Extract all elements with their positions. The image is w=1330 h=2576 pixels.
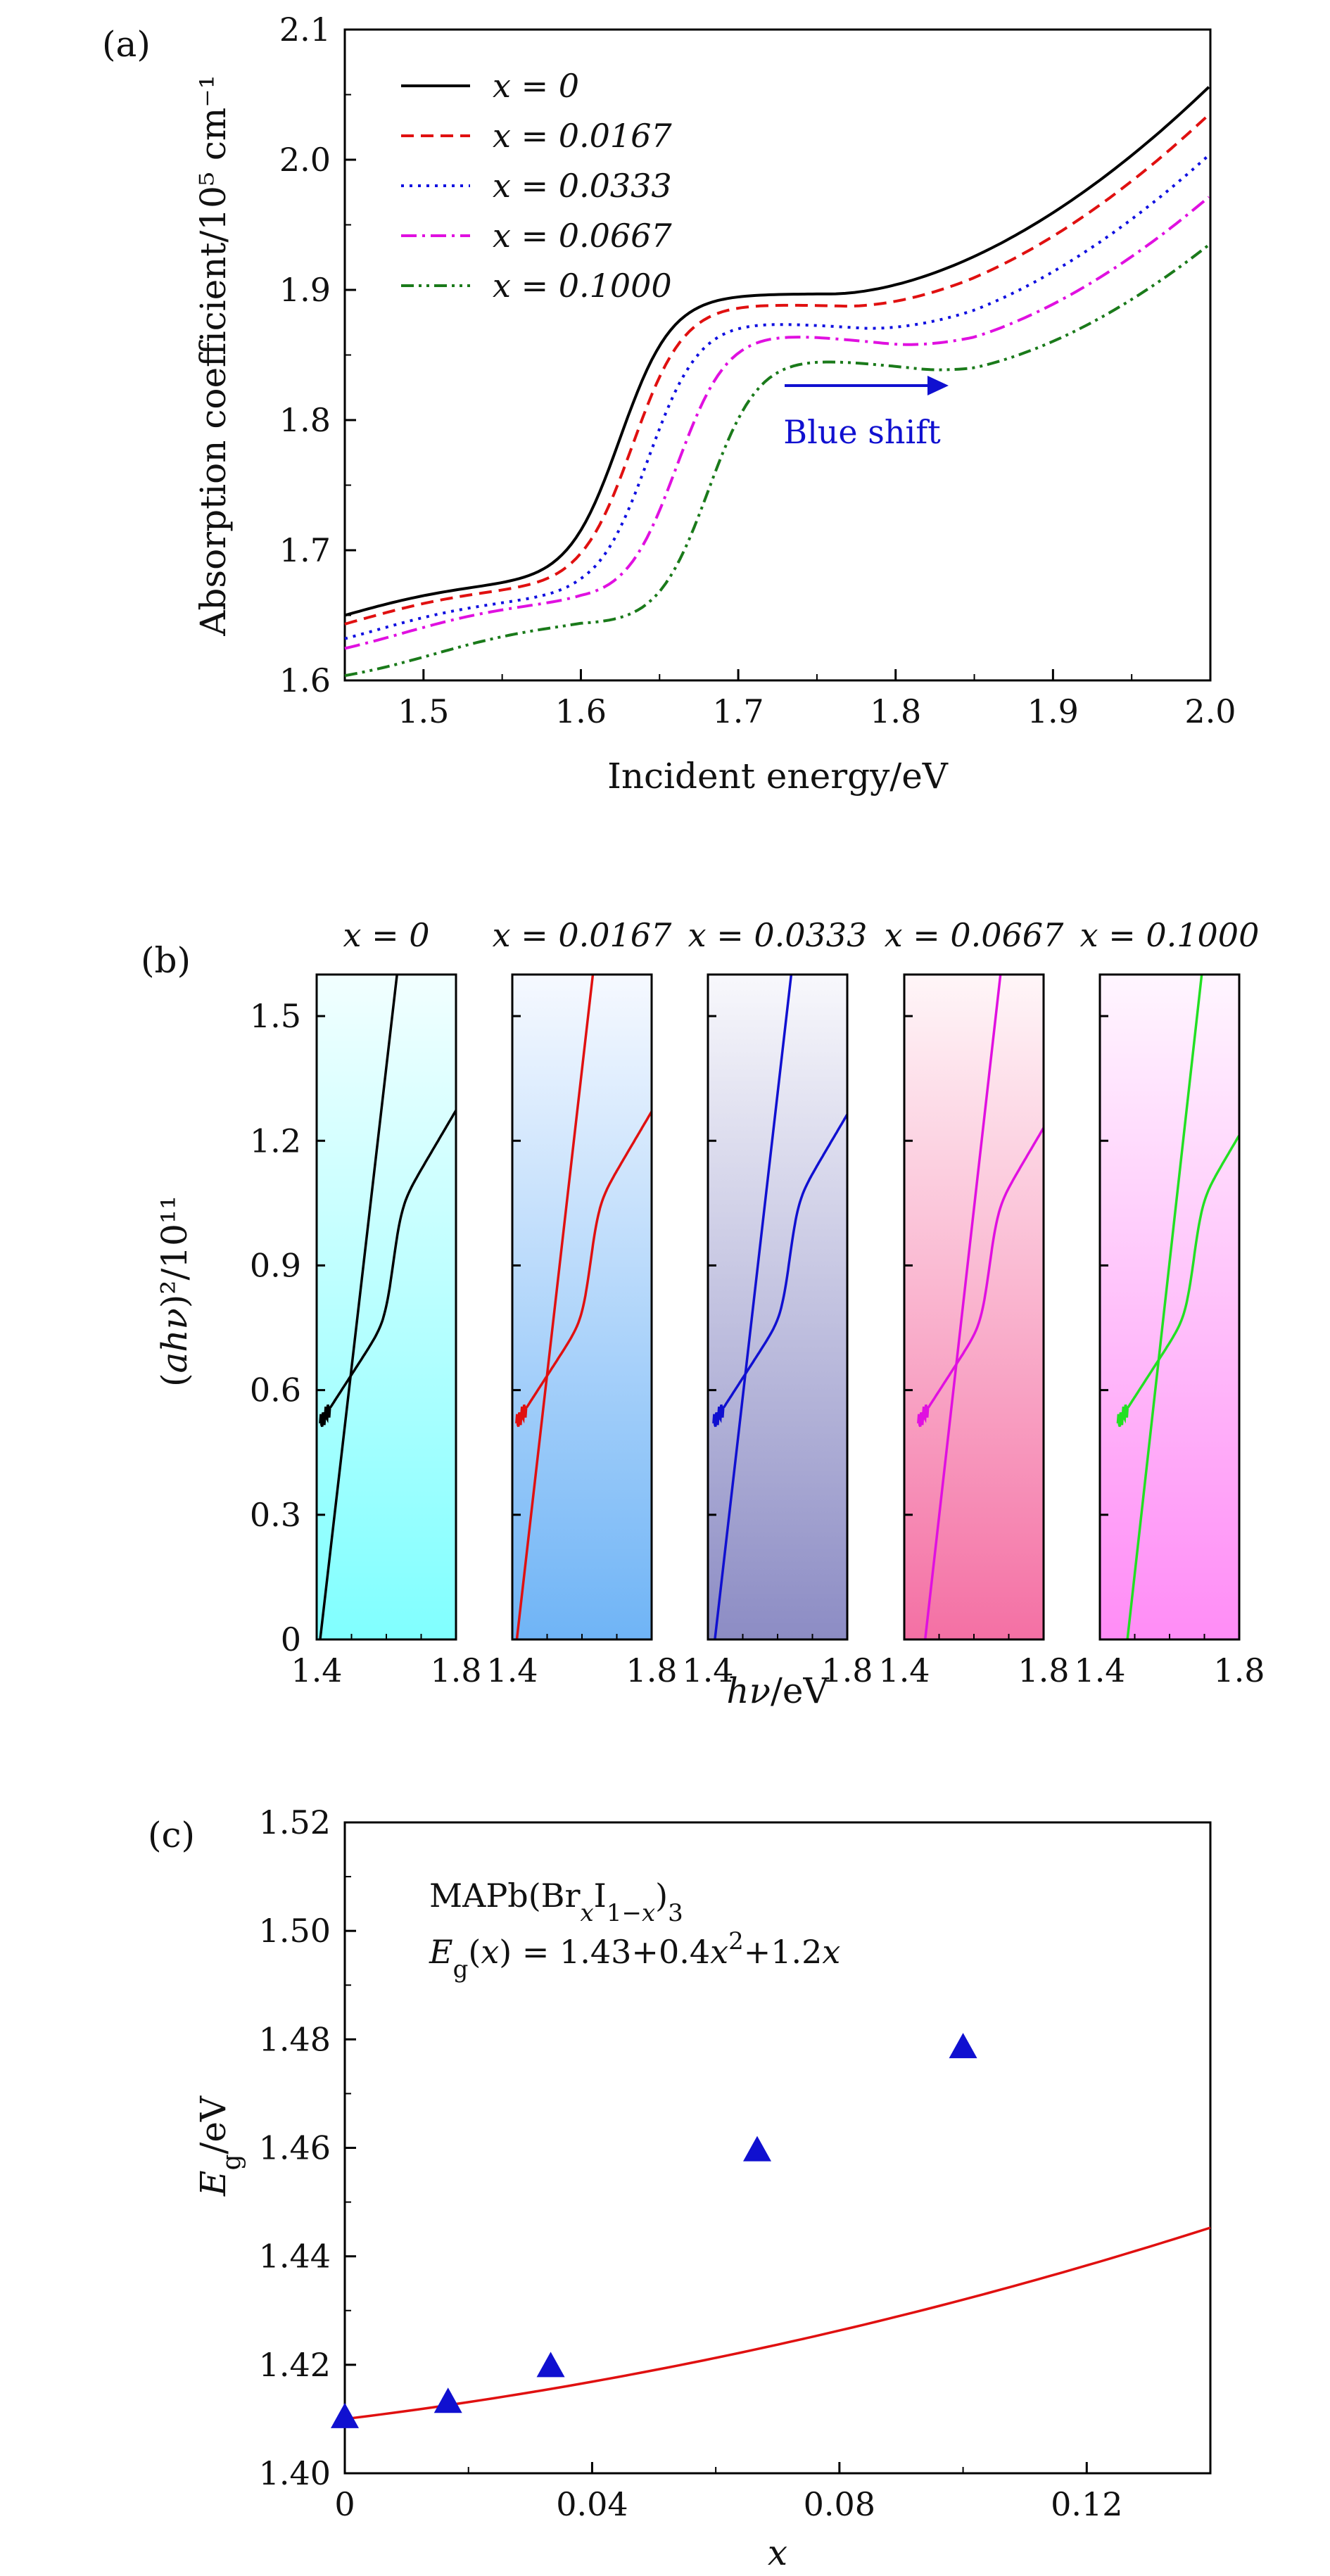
- tauc-fit-line-2: [714, 975, 793, 1639]
- tauc-curve-3: [917, 1127, 1044, 1428]
- panel-b-ylabel: (ahν)²/10¹¹: [154, 1195, 195, 1387]
- series-line-1: [344, 113, 1210, 626]
- legend-label-0: x = 0: [493, 67, 579, 105]
- panel-c-plot: 0 0.04 0.08 0.12 1.40 1.42 1.44 1.46 1.48 1.50 1.5…: [193, 1803, 1212, 2573]
- subplot-xtick-label: 1.4: [878, 1651, 930, 1689]
- panel-b-label: (b): [141, 940, 191, 981]
- legend-label-1: x = 0.0167: [493, 117, 672, 155]
- panel-a-ytick-label: 1.7: [279, 531, 331, 569]
- subplot-xtick-label: 1.8: [430, 1651, 481, 1689]
- panel-c-ytick-label: 1.52: [259, 1803, 331, 1841]
- subplot-xtick-label: 1.8: [626, 1651, 677, 1689]
- panel-b-ytick-label: 0.9: [250, 1246, 301, 1284]
- panel-c-ytick-label: 1.42: [259, 2346, 331, 2384]
- panel-c-ytick-label: 1.50: [259, 1912, 331, 1950]
- panel-c-xtick-label: 0.08: [804, 2485, 875, 2523]
- subplot-title-1: x = 0.0167: [493, 916, 672, 954]
- tauc-fit-line-4: [1126, 975, 1203, 1639]
- panel-a-xlabel: Incident energy/eV: [607, 756, 949, 797]
- legend-label-3: x = 0.0667: [493, 217, 672, 255]
- tauc-curve-4: [1116, 1135, 1239, 1428]
- panel-c-xtick-label: 0.12: [1051, 2485, 1122, 2523]
- bandgap-fit-curve: [344, 2226, 1211, 2420]
- panel-c-xlabel: x: [768, 2532, 787, 2573]
- tauc-fit-line-1: [515, 975, 595, 1639]
- subplot-xtick-label: 1.8: [821, 1651, 873, 1689]
- panel-a-xtick-label: 1.6: [555, 692, 607, 730]
- subplot-xtick-label: 1.4: [1074, 1651, 1125, 1689]
- subplot-xtick-label: 1.4: [682, 1651, 733, 1689]
- panel-a-xtick-label: 2.0: [1184, 692, 1236, 730]
- legend-label-4: x = 0.1000: [493, 267, 672, 305]
- panel-a-legend: x = 0 x = 0.0167 x = 0.0333 x = 0.0667 x = 0…: [401, 67, 672, 305]
- subplot-background-4: [1100, 975, 1239, 1639]
- subplot-title-4: x = 0.1000: [1080, 916, 1260, 954]
- panel-c-ytick-label: 1.46: [259, 2129, 331, 2167]
- panel-c-xtick-label: 0.04: [556, 2485, 628, 2523]
- tauc-curve-2: [712, 1113, 847, 1428]
- formula-line-2: Eg(x) = 1.43+0.4x2+1.2x: [429, 1927, 840, 1984]
- panel-a-xtick-label: 1.8: [870, 692, 921, 730]
- panel-a-ytick-label: 1.6: [279, 661, 331, 699]
- panel-a-xtick-label: 1.5: [398, 692, 449, 730]
- subplot-xtick-label: 1.8: [1018, 1651, 1069, 1689]
- panel-b-ytick-label: 0: [281, 1620, 301, 1658]
- bandgap-point-0: [331, 2402, 359, 2428]
- panel-c-xtick-label: 0: [334, 2485, 355, 2523]
- subplot-background-2: [708, 975, 847, 1639]
- panel-a-ylabel: Absorption coefficient/10⁵ cm⁻¹: [193, 75, 234, 636]
- panel-a-ytick-label: 2.0: [279, 141, 331, 179]
- bandgap-point-4: [949, 2033, 977, 2059]
- subplot-background-3: [904, 975, 1044, 1639]
- panel-a-plot: 1.5 1.6 1.7 1.8 1.9 2.0 1.6 1.7 1.8 1.9 2.0 2.1 x =…: [193, 11, 1236, 797]
- panel-c-ytick-label: 1.40: [259, 2454, 331, 2492]
- panel-b-ytick-label: 1.2: [250, 1122, 301, 1160]
- subplot-title-3: x = 0.0667: [885, 916, 1064, 954]
- panel-a-xtick-label: 1.7: [713, 692, 764, 730]
- panel-b-ytick-label: 1.5: [250, 997, 301, 1035]
- bandgap-point-3: [743, 2136, 772, 2162]
- series-line-4: [344, 243, 1210, 678]
- panel-c-frame: [343, 1821, 1212, 2475]
- bandgap-point-1: [433, 2387, 462, 2413]
- panel-c-ylabel: Eg/eV: [193, 2095, 246, 2197]
- blue-shift-annotation: Blue shift: [783, 413, 941, 451]
- subplot-title-0: x = 0: [343, 916, 430, 954]
- series-line-0: [344, 86, 1210, 617]
- legend-label-2: x = 0.0333: [493, 167, 672, 205]
- series-line-2: [344, 154, 1210, 640]
- tauc-fit-line-3: [923, 975, 1002, 1639]
- panel-a-ytick-label: 2.1: [279, 11, 331, 49]
- formula-line-1: MAPb(BrxI1−x)3: [429, 1877, 683, 1927]
- tauc-curve-0: [319, 1110, 456, 1428]
- panel-b-ytick-label: 0.6: [250, 1371, 301, 1409]
- panel-c-ytick-label: 1.44: [259, 2238, 331, 2276]
- subplot-xtick-label: 1.4: [486, 1651, 538, 1689]
- panel-a-label: (a): [102, 24, 151, 65]
- panel-c-label: (c): [148, 1815, 195, 1855]
- panel-a-ytick-label: 1.8: [279, 401, 331, 439]
- panel-c-ytick-label: 1.48: [259, 2020, 331, 2058]
- tauc-curve-1: [515, 1111, 652, 1428]
- blue-shift-arrowhead: [927, 376, 949, 395]
- panel-a-xtick-label: 1.9: [1027, 692, 1079, 730]
- panel-b-ytick-label: 0.3: [250, 1496, 301, 1534]
- subplot-xtick-label: 1.4: [291, 1651, 342, 1689]
- tauc-fit-line-0: [319, 975, 398, 1639]
- panel-a-ytick-label: 1.9: [279, 271, 331, 309]
- panel-a-frame: [343, 28, 1212, 682]
- panel-b-xlabel: hν/eV: [726, 1670, 829, 1711]
- subplot-title-2: x = 0.0333: [688, 916, 868, 954]
- series-line-3: [344, 196, 1210, 650]
- bandgap-point-2: [536, 2352, 565, 2378]
- subplot-xtick-label: 1.8: [1213, 1651, 1265, 1689]
